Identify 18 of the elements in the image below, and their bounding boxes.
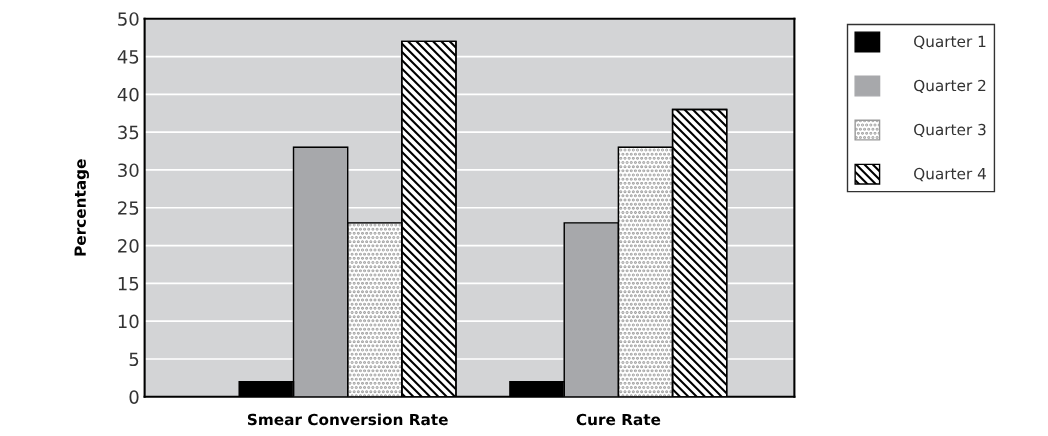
y-tick-label: 10 [118,314,139,329]
legend-label: Quarter 3 [914,123,986,138]
y-tick-label: 35 [118,125,139,140]
legend-label: Quarter 2 [914,79,986,93]
legend-label: Quarter 4 [914,167,986,182]
x-tick-label: Cure Rate [576,413,661,426]
y-tick-label: 15 [118,277,139,291]
y-axis-title: Percentage [74,159,90,256]
legend-label: Quarter 1 [914,35,986,49]
y-tick-label: 40 [117,87,139,102]
y-tick-label: 30 [118,163,139,178]
y-tick-label: 5 [129,352,139,367]
y-tick-label: 45 [117,50,139,64]
y-tick-label: 0 [129,390,139,404]
y-tick-label: 50 [118,12,139,26]
y-tick-label: 20 [118,239,139,253]
x-tick-label: Smear Conversion Rate [247,413,448,426]
y-tick-label: 25 [118,201,139,215]
